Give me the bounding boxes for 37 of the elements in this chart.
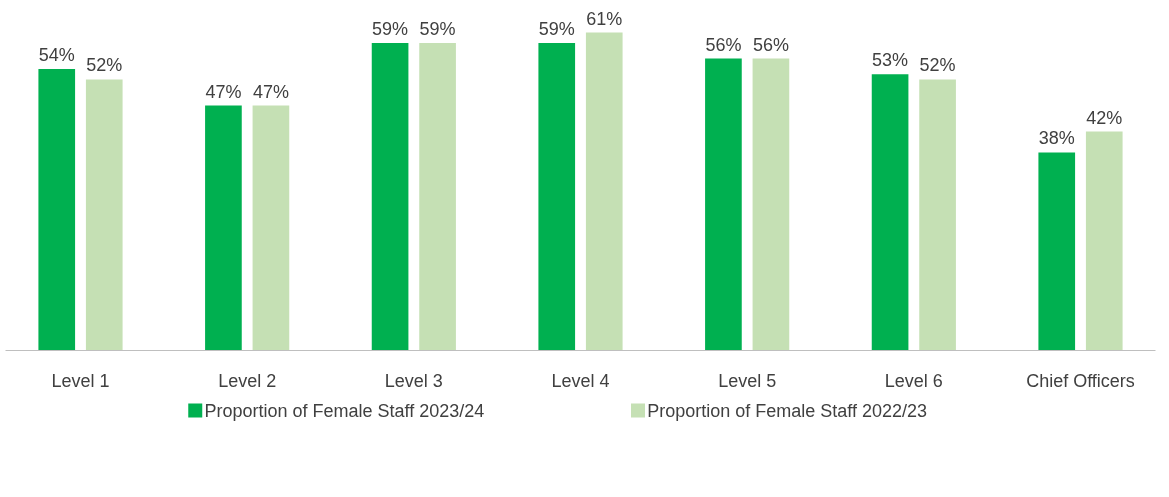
bar <box>38 69 76 351</box>
data-label: 47% <box>252 81 289 102</box>
data-label: 47% <box>205 81 242 102</box>
data-label: 52% <box>86 55 123 76</box>
data-label: 59% <box>419 18 456 39</box>
bar <box>919 79 956 351</box>
bar <box>1038 152 1076 351</box>
x-tick-label: Level 5 <box>718 370 777 391</box>
bar <box>252 105 290 351</box>
data-label: 38% <box>1038 128 1075 149</box>
data-label: 56% <box>752 34 789 55</box>
bar <box>538 42 576 351</box>
x-tick-label: Level 1 <box>51 370 110 391</box>
legend-label: Proportion of Female Staff 2022/23 <box>647 400 928 421</box>
bar <box>752 58 790 351</box>
data-label: 54% <box>38 45 75 66</box>
data-label: 59% <box>538 18 575 39</box>
data-label: 59% <box>372 18 409 39</box>
x-tick-label: Level 3 <box>384 370 443 391</box>
bar <box>205 105 242 351</box>
data-label: 52% <box>919 55 956 76</box>
data-label: 42% <box>1086 107 1123 128</box>
x-tick-label: Level 6 <box>884 370 943 391</box>
bar <box>371 42 409 351</box>
bar <box>705 58 742 351</box>
data-label: 53% <box>872 50 909 71</box>
bar <box>1085 131 1123 351</box>
bar <box>871 74 909 351</box>
legend-label: Proportion of Female Staff 2023/24 <box>204 400 485 421</box>
bar <box>419 42 456 351</box>
x-tick-label: Level 2 <box>218 370 277 391</box>
bar <box>85 79 123 351</box>
x-tick-label: Level 4 <box>551 370 610 391</box>
data-label: 61% <box>586 8 623 29</box>
bar <box>585 32 623 351</box>
data-label: 56% <box>705 34 742 55</box>
x-tick-label: Chief Officers <box>1026 370 1135 391</box>
